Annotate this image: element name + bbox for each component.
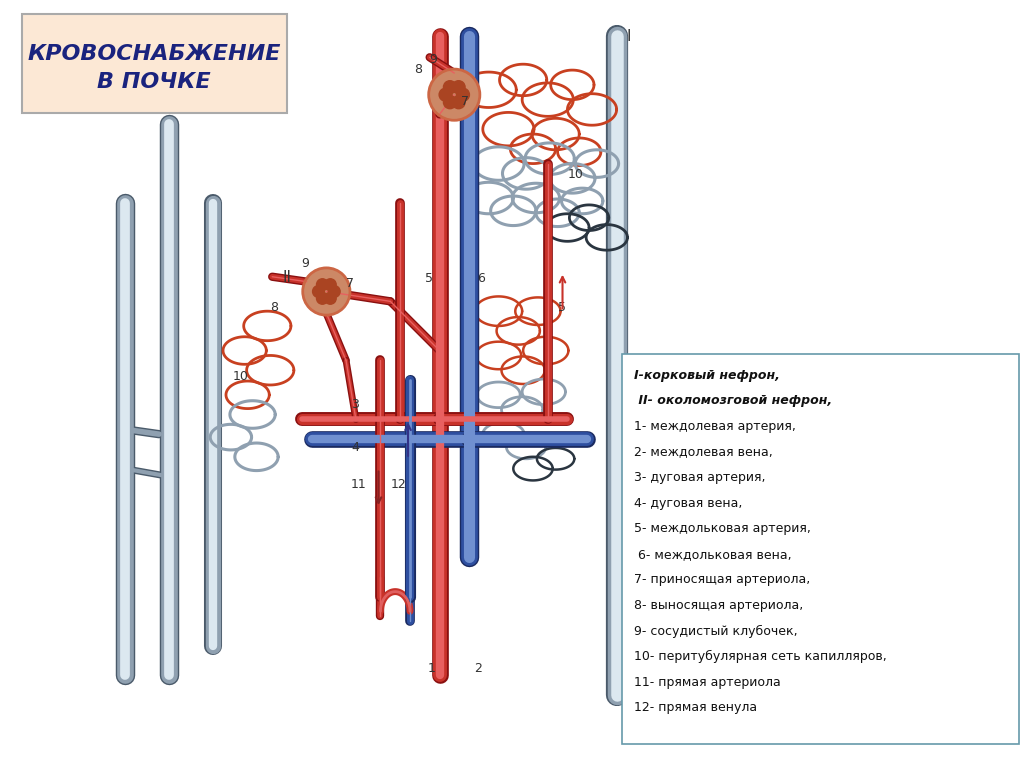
Text: 10- перитубулярная сеть капилляров,: 10- перитубулярная сеть капилляров,	[634, 650, 887, 663]
Text: 3- дуговая артерия,: 3- дуговая артерия,	[634, 471, 766, 484]
Text: 12: 12	[390, 479, 407, 492]
Text: 1- междолевая артерия,: 1- междолевая артерия,	[634, 420, 797, 433]
Circle shape	[329, 285, 340, 298]
Text: 5: 5	[425, 272, 433, 285]
Text: 4- дуговая вена,: 4- дуговая вена,	[634, 496, 742, 509]
Text: В ПОЧКЕ: В ПОЧКЕ	[97, 72, 211, 92]
Circle shape	[453, 81, 465, 94]
Text: 5- междольковая артерия,: 5- междольковая артерия,	[634, 522, 811, 535]
Text: 8: 8	[414, 63, 422, 76]
Text: I-корковый нефрон,: I-корковый нефрон,	[634, 369, 780, 382]
Text: II- околомозговой нефрон,: II- околомозговой нефрон,	[634, 394, 833, 407]
Text: I: I	[627, 28, 631, 44]
Circle shape	[316, 292, 329, 304]
Text: 3: 3	[351, 397, 358, 410]
Circle shape	[439, 88, 453, 101]
Text: 6- междольковая вена,: 6- междольковая вена,	[634, 548, 792, 561]
Text: 5: 5	[558, 301, 565, 314]
Circle shape	[316, 278, 329, 291]
Text: 7: 7	[346, 277, 354, 290]
Circle shape	[443, 81, 457, 94]
Text: 12- прямая венула: 12- прямая венула	[634, 701, 758, 714]
Text: II: II	[282, 270, 291, 285]
Circle shape	[303, 268, 350, 315]
Text: 10: 10	[232, 370, 249, 383]
Text: 9: 9	[430, 53, 437, 66]
Text: 7: 7	[461, 94, 469, 107]
Text: 10: 10	[567, 168, 584, 181]
FancyBboxPatch shape	[622, 354, 1019, 744]
Circle shape	[325, 278, 336, 291]
Text: 1: 1	[428, 662, 435, 675]
Text: 4: 4	[351, 441, 358, 454]
Circle shape	[312, 285, 325, 298]
Text: 8- выносящая артериола,: 8- выносящая артериола,	[634, 599, 804, 612]
Text: 9: 9	[302, 257, 309, 270]
Circle shape	[325, 292, 336, 304]
Text: 6: 6	[477, 272, 484, 285]
Text: 2: 2	[474, 662, 482, 675]
FancyBboxPatch shape	[23, 14, 287, 114]
Text: 11- прямая артериола: 11- прямая артериола	[634, 676, 781, 689]
Text: 7- приносящая артериола,: 7- приносящая артериола,	[634, 573, 811, 586]
Text: 11: 11	[351, 479, 367, 492]
Circle shape	[453, 96, 465, 109]
Text: 9- сосудистый клубочек,: 9- сосудистый клубочек,	[634, 624, 798, 637]
Text: 8: 8	[270, 301, 279, 314]
Text: 2- междолевая вена,: 2- междолевая вена,	[634, 446, 773, 459]
Circle shape	[457, 88, 469, 101]
Text: КРОВОСНАБЖЕНИЕ: КРОВОСНАБЖЕНИЕ	[28, 44, 281, 64]
Circle shape	[429, 69, 480, 120]
Circle shape	[443, 96, 457, 109]
